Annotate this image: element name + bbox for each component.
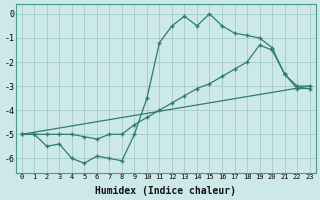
X-axis label: Humidex (Indice chaleur): Humidex (Indice chaleur): [95, 186, 236, 196]
